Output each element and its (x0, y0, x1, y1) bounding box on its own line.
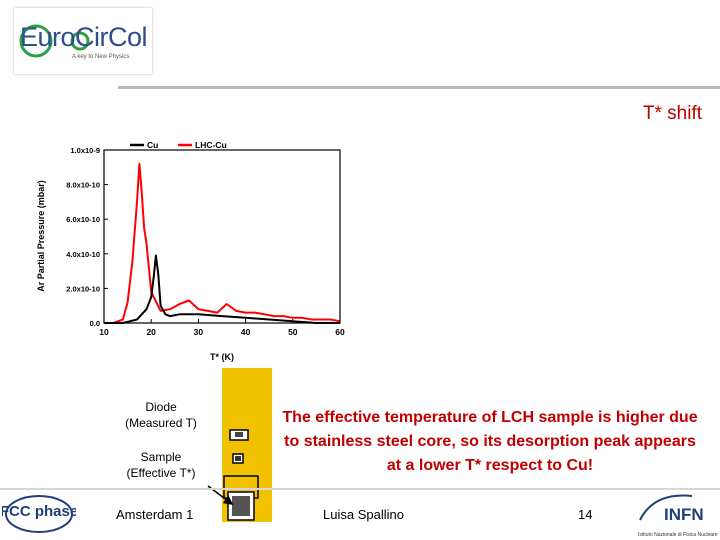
fcc-logo-text: FCC phase (2, 503, 76, 520)
fcc-logo: FCC phase (2, 495, 76, 533)
conclusion-text: The effective temperature of LCH sample … (282, 409, 698, 474)
logo-swirl-icon (19, 24, 90, 58)
y-tick-label: 2.0x10-10 (66, 284, 100, 293)
legend-label: LHC-Cu (195, 140, 227, 150)
sample-label: Sample (Effective T*) (126, 450, 196, 480)
page-number: 14 (578, 507, 593, 522)
diode-label: Diode (Measured T) (125, 400, 197, 430)
logo-name: EuroCirCol (20, 22, 148, 52)
y-tick-label: 4.0x10-10 (66, 250, 100, 259)
y-axis-label: Ar Partial Pressure (mbar) (36, 180, 46, 292)
series-line-lhc-cu (104, 162, 341, 324)
eurocircol-logo: EuroCirCol A key to New Physics (14, 8, 152, 74)
logo-tagline: A key to New Physics (72, 54, 130, 60)
infn-logo: INFN Istituto Nazionale di Fisica Nuclea… (638, 494, 718, 538)
y-tick-label: 8.0x10-10 (66, 181, 100, 190)
y-tick-label: 0.0 (90, 319, 100, 328)
y-tick-label: 6.0x10-10 (66, 215, 100, 224)
x-axis-ticks: 10 20 30 40 50 60 (99, 319, 345, 337)
x-tick-label: 50 (288, 327, 298, 337)
infn-logo-subtitle: Istituto Nazionale di Fisica Nucleare (638, 532, 718, 538)
x-tick-label: 60 (335, 327, 345, 337)
x-tick-label: 40 (241, 327, 251, 337)
x-tick-label: 30 (194, 327, 204, 337)
footer-divider (0, 488, 720, 490)
pressure-chart: Cu LHC-Cu 0.0 2.0x10-10 4.0x10-10 6.0x10-10 8… (36, 140, 345, 362)
y-tick-label: 1.0x10-9 (70, 146, 100, 155)
x-axis-label: T* (K) (210, 352, 234, 362)
y-axis-ticks: 0.0 2.0x10-10 4.0x10-10 6.0x10-10 8.0x10-10 1… (66, 146, 108, 328)
footer-author: Luisa Spallino (323, 507, 404, 522)
slide-title: T* shift (642, 103, 702, 124)
footer-event: Amsterdam 1 (116, 507, 194, 522)
header-divider (118, 86, 720, 89)
legend-label: Cu (147, 140, 158, 150)
x-tick-label: 10 (99, 327, 109, 337)
series-line-cu (104, 254, 340, 324)
chart-series-group (104, 162, 341, 324)
chart-legend: Cu LHC-Cu (130, 140, 227, 150)
x-tick-label: 20 (146, 327, 156, 337)
infn-logo-text: INFN (664, 505, 704, 524)
chart-frame (103, 149, 341, 324)
